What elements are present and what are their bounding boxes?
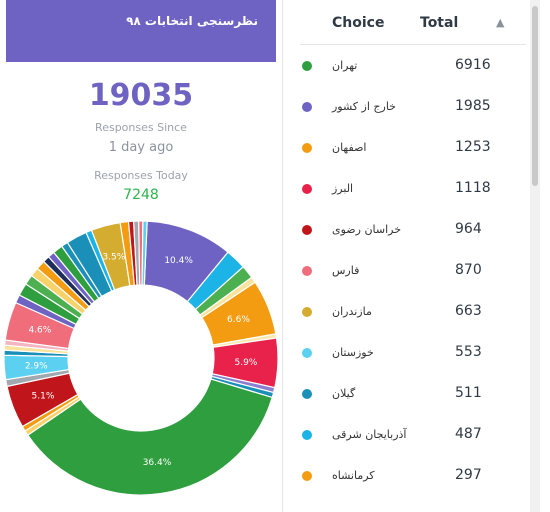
legend-dot-icon bbox=[302, 143, 312, 153]
responses-today-value: 7248 bbox=[123, 187, 159, 203]
results-table: Choice Total ▲ تهران 6916 خارج از کشور 1985… bbox=[298, 0, 528, 512]
choice-total: 1118 bbox=[455, 180, 491, 196]
panel-divider bbox=[282, 0, 283, 512]
table-row[interactable]: خراسان رضوی 964 bbox=[298, 211, 528, 252]
slice-label: 5.9% bbox=[234, 358, 257, 368]
table-row[interactable]: فارس 870 bbox=[298, 252, 528, 293]
choice-name: گیلان bbox=[332, 387, 356, 400]
legend-dot-icon bbox=[302, 430, 312, 440]
choice-total: 487 bbox=[455, 426, 482, 442]
slice-label: 10.4% bbox=[164, 256, 193, 266]
legend-dot-icon bbox=[302, 471, 312, 481]
table-row[interactable]: تهران 6916 bbox=[298, 47, 528, 88]
table-row[interactable]: کرمانشاه 297 bbox=[298, 457, 528, 498]
summary-card: نظرسنجی انتخابات ۹۸ 19035 Responses Sinc… bbox=[6, 0, 276, 220]
donut-slice[interactable] bbox=[141, 220, 148, 286]
table-row[interactable]: مازندران 663 bbox=[298, 293, 528, 334]
table-row[interactable]: گیلان 511 bbox=[298, 375, 528, 416]
slice-label: 3.5% bbox=[102, 253, 125, 263]
scrollbar[interactable] bbox=[530, 0, 540, 512]
donut-slice[interactable] bbox=[26, 378, 273, 496]
choice-total: 6916 bbox=[455, 57, 491, 73]
choice-total: 964 bbox=[455, 221, 482, 237]
table-row[interactable]: اصفهان 1253 bbox=[298, 129, 528, 170]
legend-dot-icon bbox=[302, 61, 312, 71]
choice-name: خراسان رضوی bbox=[332, 223, 402, 236]
choice-total: 870 bbox=[455, 262, 482, 278]
donut-chart: 10.4% 6.6% 5.9% 36.4% 5.1% 2.9% 4.6% 3.5% bbox=[3, 220, 279, 496]
card-title: نظرسنجی انتخابات ۹۸ bbox=[126, 14, 258, 28]
slice-label: 36.4% bbox=[143, 458, 172, 468]
choice-name: خوزستان bbox=[332, 346, 374, 359]
legend-dot-icon bbox=[302, 102, 312, 112]
choice-name: خارج از کشور bbox=[332, 100, 396, 113]
legend-dot-icon bbox=[302, 225, 312, 235]
choice-total: 511 bbox=[455, 385, 482, 401]
column-header-choice[interactable]: Choice bbox=[332, 15, 385, 31]
legend-dot-icon bbox=[302, 307, 312, 317]
header-divider bbox=[300, 44, 526, 45]
choice-total: 1985 bbox=[455, 98, 491, 114]
choice-name: فارس bbox=[332, 264, 360, 277]
choice-name: آذربایجان شرقی bbox=[332, 428, 407, 441]
column-header-total[interactable]: Total bbox=[420, 15, 459, 31]
choice-total: 1253 bbox=[455, 139, 491, 155]
choice-name: اصفهان bbox=[332, 141, 367, 154]
table-row[interactable]: البرز 1118 bbox=[298, 170, 528, 211]
choice-total: 297 bbox=[455, 467, 482, 483]
slice-label: 2.9% bbox=[25, 361, 48, 371]
total-responses: 19035 bbox=[88, 78, 194, 113]
legend-dot-icon bbox=[302, 184, 312, 194]
legend-dot-icon bbox=[302, 389, 312, 399]
slice-label: 6.6% bbox=[227, 315, 250, 325]
choice-name: مازندران bbox=[332, 305, 372, 318]
choice-name: البرز bbox=[332, 182, 354, 195]
table-row[interactable]: آذربایجان شرقی 487 bbox=[298, 416, 528, 457]
legend-dot-icon bbox=[302, 348, 312, 358]
table-row[interactable]: خارج از کشور 1985 bbox=[298, 88, 528, 129]
responses-today-label: Responses Today bbox=[94, 169, 188, 182]
slice-label: 5.1% bbox=[32, 392, 55, 402]
choice-total: 663 bbox=[455, 303, 482, 319]
choice-total: 553 bbox=[455, 344, 482, 360]
sort-arrows-icon[interactable]: ▲ bbox=[496, 16, 505, 29]
slice-label: 4.6% bbox=[28, 326, 51, 336]
legend-dot-icon bbox=[302, 266, 312, 276]
choice-name: تهران bbox=[332, 59, 358, 72]
choice-name: کرمانشاه bbox=[332, 469, 375, 482]
scrollbar-thumb[interactable] bbox=[532, 6, 538, 186]
card-header: نظرسنجی انتخابات ۹۸ bbox=[6, 0, 276, 62]
table-row[interactable]: خوزستان 553 bbox=[298, 334, 528, 375]
responses-since-value: 1 day ago bbox=[108, 140, 174, 155]
responses-since-label: Responses Since bbox=[95, 121, 187, 134]
